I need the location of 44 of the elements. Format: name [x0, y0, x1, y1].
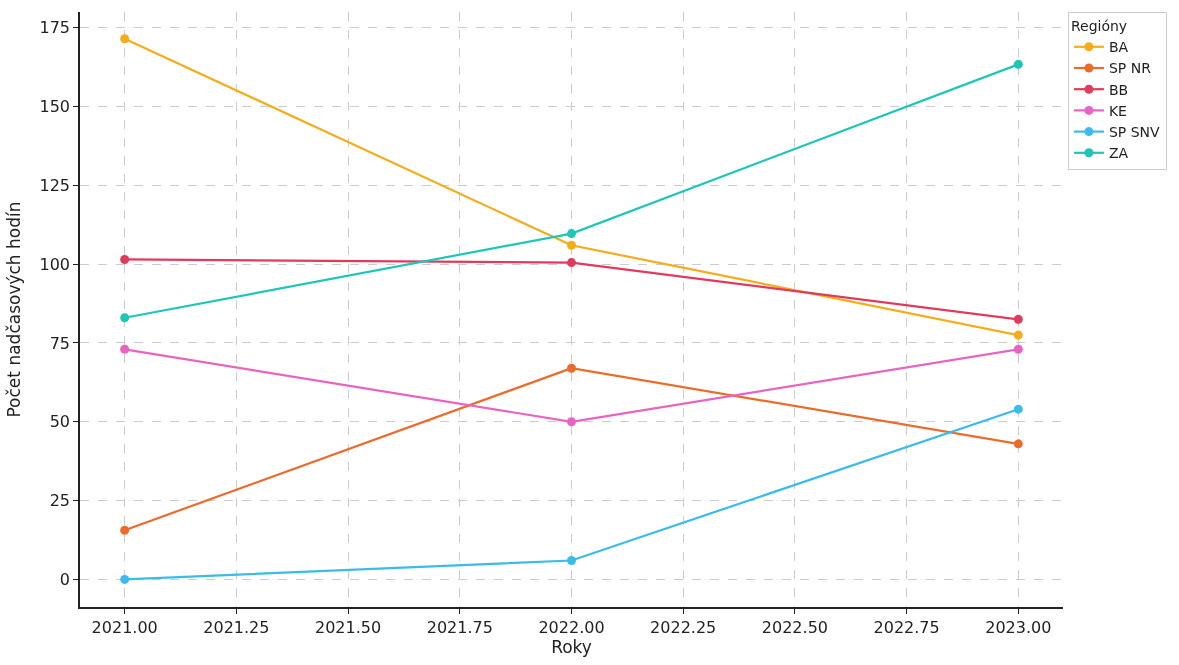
y-tick-label: 75	[49, 333, 71, 353]
x-tick-label: 2021.00	[91, 617, 158, 637]
legend-label: KE	[1108, 102, 1127, 119]
x-tick-label: 2021.25	[203, 617, 270, 637]
point	[567, 417, 576, 427]
legend-label: BB	[1108, 81, 1129, 98]
y-tick-label: 175	[39, 18, 71, 38]
point	[120, 34, 130, 44]
legend-label: SP SNV	[1108, 124, 1161, 141]
legend-label: SP NR	[1108, 60, 1152, 77]
x-tick-label: 2022.50	[761, 617, 828, 637]
point	[1013, 344, 1023, 354]
y-tick-label: 150	[39, 97, 71, 117]
y-tick-label: 25	[49, 491, 71, 511]
point	[567, 229, 576, 239]
x-tick-label: 2021.75	[426, 617, 493, 637]
x-tick-label: 2022.75	[873, 617, 940, 637]
point	[1013, 59, 1023, 69]
point	[120, 574, 130, 584]
legend-label: BA	[1108, 39, 1129, 56]
point	[1013, 314, 1023, 324]
point	[1013, 439, 1023, 449]
point	[120, 344, 130, 354]
legend-title: Regióny	[1070, 18, 1128, 35]
x-tick-label: 2021.50	[315, 617, 382, 637]
point	[567, 240, 576, 250]
y-tick-label: 0	[59, 570, 71, 590]
y-tick-label: 125	[39, 175, 71, 195]
x-tick-label: 2023.00	[985, 617, 1052, 637]
x-tick-label: 2022.00	[538, 617, 605, 637]
point	[567, 258, 576, 268]
point	[1013, 404, 1023, 414]
point	[120, 525, 130, 535]
y-axis-title: Počet nadčasových hodín	[3, 201, 24, 418]
x-tick-label: 2022.25	[650, 617, 717, 637]
point	[1013, 330, 1023, 340]
y-tick-label: 100	[39, 254, 71, 274]
point	[567, 363, 576, 373]
y-tick-label: 50	[49, 412, 71, 432]
x-axis-title: Roky	[551, 636, 592, 657]
point	[120, 254, 130, 264]
point	[567, 556, 576, 565]
legend-label: ZA	[1108, 145, 1129, 162]
point	[120, 313, 130, 323]
